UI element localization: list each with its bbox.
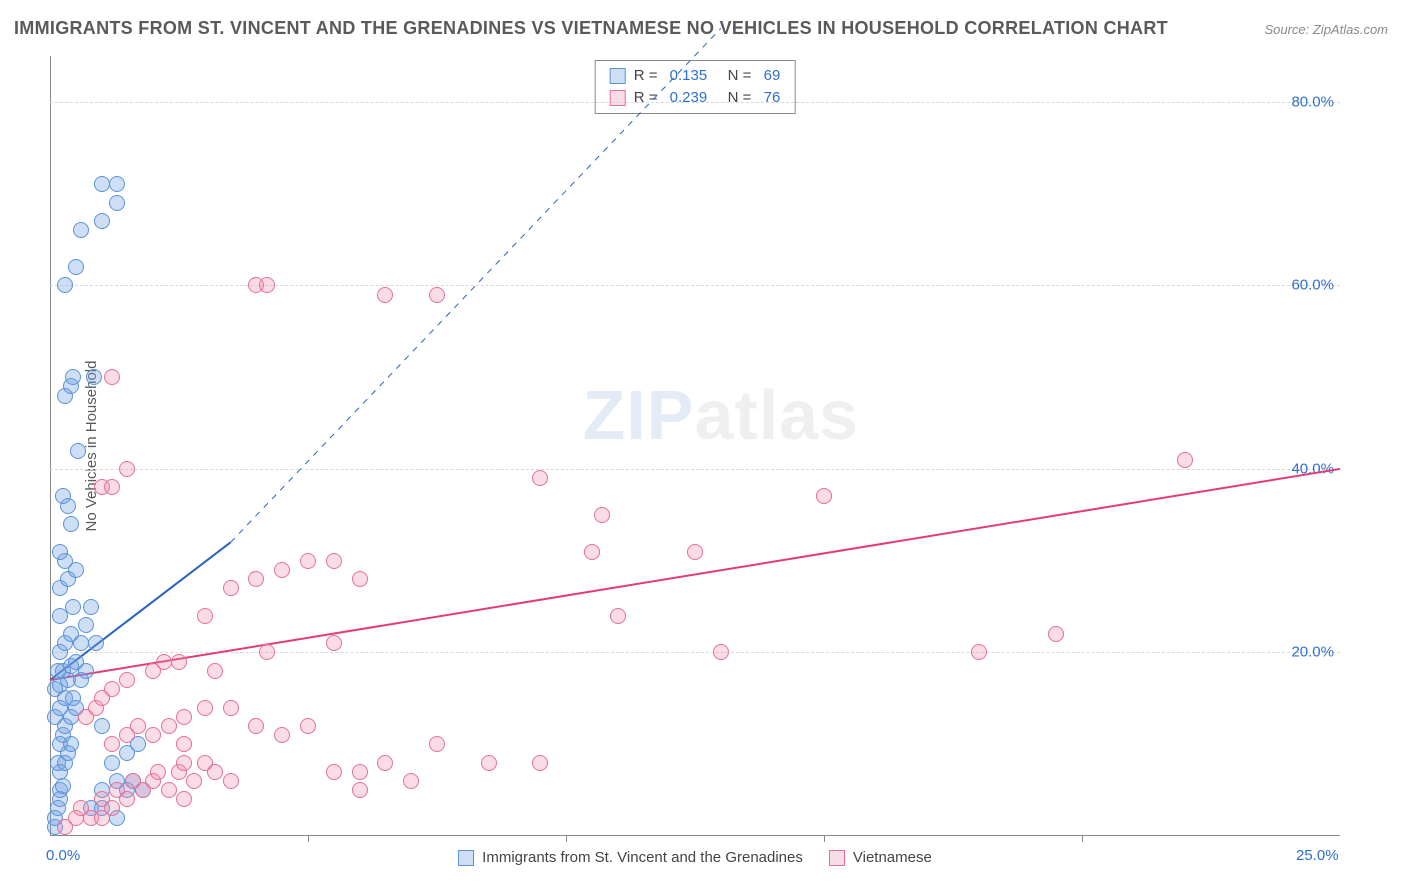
data-point: [63, 516, 79, 532]
data-point: [94, 213, 110, 229]
source-label: Source: ZipAtlas.com: [1264, 22, 1388, 37]
legend-swatch: [829, 850, 845, 866]
regression-line-dashed: [231, 28, 721, 542]
regression-svg: [50, 56, 1340, 836]
data-point: [63, 626, 79, 642]
series-legend: Immigrants from St. Vincent and the Gren…: [50, 849, 1340, 866]
data-point: [65, 599, 81, 615]
data-point: [713, 644, 729, 660]
data-point: [176, 709, 192, 725]
plot-region: ZIPatlas R = 0.135 N = 69R = 0.239 N = 7…: [50, 56, 1340, 836]
data-point: [207, 663, 223, 679]
data-point: [119, 672, 135, 688]
data-point: [259, 644, 275, 660]
data-point: [68, 259, 84, 275]
data-point: [223, 773, 239, 789]
legend-swatch: [458, 850, 474, 866]
data-point: [94, 718, 110, 734]
data-point: [145, 727, 161, 743]
series-label: Immigrants from St. Vincent and the Gren…: [482, 849, 803, 866]
data-point: [88, 635, 104, 651]
x-tick-mark: [566, 836, 567, 842]
data-point: [610, 608, 626, 624]
data-point: [94, 176, 110, 192]
data-point: [55, 778, 71, 794]
data-point: [104, 800, 120, 816]
chart-area: ZIPatlas R = 0.135 N = 69R = 0.239 N = 7…: [50, 56, 1340, 836]
data-point: [481, 755, 497, 771]
data-point: [104, 755, 120, 771]
data-point: [259, 277, 275, 293]
data-point: [532, 470, 548, 486]
series-legend-item: Immigrants from St. Vincent and the Gren…: [458, 849, 803, 866]
data-point: [207, 764, 223, 780]
chart-title: IMMIGRANTS FROM ST. VINCENT AND THE GREN…: [14, 18, 1168, 39]
data-point: [300, 553, 316, 569]
data-point: [161, 718, 177, 734]
data-point: [73, 222, 89, 238]
data-point: [119, 791, 135, 807]
data-point: [176, 791, 192, 807]
data-point: [104, 681, 120, 697]
data-point: [326, 553, 342, 569]
data-point: [86, 369, 102, 385]
data-point: [150, 764, 166, 780]
series-label: Vietnamese: [853, 849, 932, 866]
data-point: [223, 580, 239, 596]
data-point: [403, 773, 419, 789]
x-tick-mark: [308, 836, 309, 842]
data-point: [532, 755, 548, 771]
data-point: [687, 544, 703, 560]
data-point: [65, 369, 81, 385]
data-point: [971, 644, 987, 660]
data-point: [429, 736, 445, 752]
series-legend-item: Vietnamese: [829, 849, 932, 866]
regression-line: [50, 469, 1340, 680]
data-point: [57, 277, 73, 293]
x-tick-mark: [1082, 836, 1083, 842]
data-point: [300, 718, 316, 734]
data-point: [352, 782, 368, 798]
data-point: [104, 736, 120, 752]
data-point: [83, 599, 99, 615]
data-point: [594, 507, 610, 523]
data-point: [52, 544, 68, 560]
data-point: [1177, 452, 1193, 468]
data-point: [352, 571, 368, 587]
data-point: [109, 195, 125, 211]
data-point: [78, 617, 94, 633]
data-point: [274, 727, 290, 743]
data-point: [176, 736, 192, 752]
data-point: [130, 718, 146, 734]
data-point: [65, 690, 81, 706]
data-point: [104, 369, 120, 385]
data-point: [197, 700, 213, 716]
data-point: [326, 764, 342, 780]
data-point: [119, 461, 135, 477]
data-point: [248, 571, 264, 587]
data-point: [223, 700, 239, 716]
data-point: [161, 782, 177, 798]
data-point: [104, 479, 120, 495]
data-point: [156, 654, 172, 670]
data-point: [197, 608, 213, 624]
data-point: [1048, 626, 1064, 642]
data-point: [274, 562, 290, 578]
data-point: [171, 654, 187, 670]
data-point: [377, 755, 393, 771]
data-point: [584, 544, 600, 560]
data-point: [377, 287, 393, 303]
data-point: [55, 488, 71, 504]
data-point: [70, 443, 86, 459]
data-point: [68, 654, 84, 670]
data-point: [109, 176, 125, 192]
data-point: [326, 635, 342, 651]
data-point: [816, 488, 832, 504]
data-point: [248, 718, 264, 734]
x-tick-mark: [824, 836, 825, 842]
data-point: [429, 287, 445, 303]
data-point: [176, 755, 192, 771]
data-point: [352, 764, 368, 780]
data-point: [186, 773, 202, 789]
